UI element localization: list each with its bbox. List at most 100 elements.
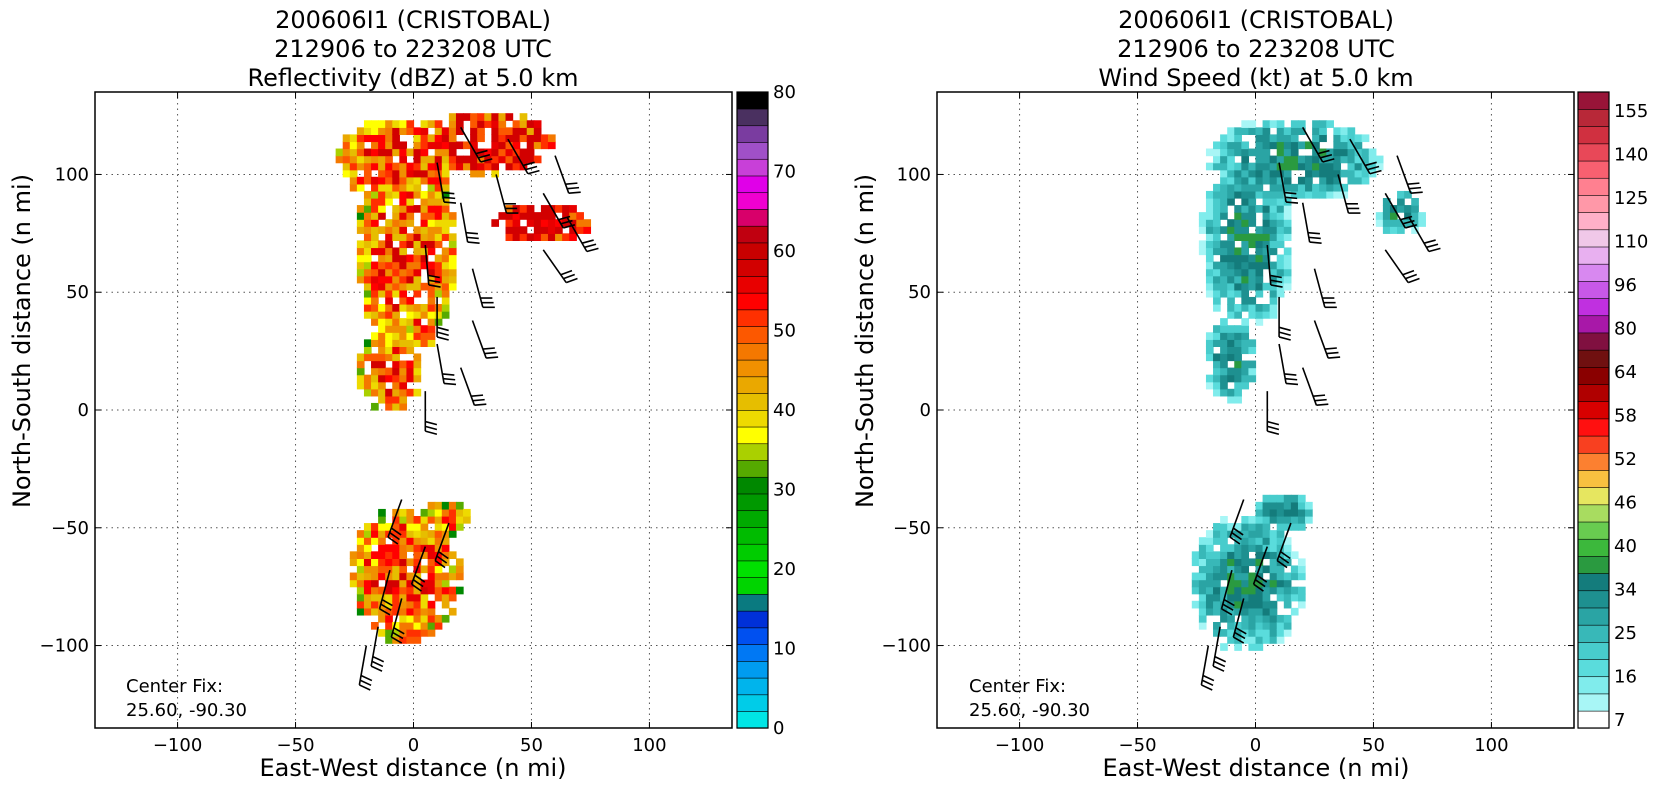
echo-cell: [1205, 600, 1214, 609]
wind-barb: [507, 138, 540, 175]
echo-cell: [1340, 169, 1349, 178]
echo-cell: [378, 516, 386, 524]
echo-cell: [1269, 607, 1278, 616]
echo-cell: [406, 148, 415, 157]
echo-cell: [1269, 537, 1278, 545]
echo-cell: [1269, 551, 1278, 559]
echo-cell: [349, 148, 358, 157]
echo-cell: [448, 212, 457, 220]
echo-cell: [399, 622, 408, 630]
echo-cell: [1269, 304, 1278, 312]
echo-cell: [392, 120, 400, 128]
colorbar-segment: [736, 292, 769, 311]
echo-cell: [1220, 332, 1228, 340]
echo-cell: [1205, 530, 1214, 538]
echo-cell: [455, 572, 464, 581]
echo-cell: [1276, 516, 1285, 524]
echo-cell: [427, 339, 436, 347]
echo-cell: [505, 155, 514, 164]
echo-cell: [1248, 212, 1257, 220]
colorbar-segment: [1577, 349, 1610, 368]
echo-cell: [371, 360, 379, 369]
echo-cell: [392, 325, 400, 333]
echo-cell: [1205, 593, 1214, 602]
echo-cell: [1248, 586, 1257, 595]
echo-cell: [1255, 148, 1264, 157]
colorbar-tick-label: 140: [1614, 145, 1648, 166]
echo-cell: [1276, 198, 1285, 206]
echo-cell: [1255, 537, 1264, 545]
echo-cell: [540, 134, 549, 143]
echo-cell: [434, 614, 443, 623]
echo-cell: [1269, 558, 1278, 567]
wind-barb: [471, 320, 499, 359]
echo-cell: [1248, 169, 1257, 178]
echo-cell: [406, 516, 415, 524]
echo-cell: [420, 629, 429, 637]
echo-cell: [1283, 544, 1292, 552]
echo-cell: [1241, 360, 1250, 369]
echo-cell: [512, 233, 521, 241]
wind-barb: [434, 522, 450, 569]
echo-cell: [491, 148, 500, 157]
echo-cell: [470, 141, 478, 150]
echo-cell: [1347, 169, 1356, 178]
echo-cell: [505, 212, 514, 220]
echo-cell: [1262, 127, 1271, 135]
colorbar-segment: [1577, 452, 1610, 471]
echo-cell: [455, 120, 464, 128]
echo-cell: [399, 607, 408, 616]
echo-cell: [1220, 544, 1228, 552]
echo-cell: [406, 367, 415, 376]
echo-cell: [1305, 190, 1313, 199]
echo-cell: [363, 212, 372, 220]
echo-cell: [385, 374, 393, 383]
colorbar-tick-label: 155: [1614, 101, 1648, 122]
echo-cell: [463, 155, 471, 164]
echo-cell: [420, 579, 429, 588]
echo-cell: [1312, 127, 1320, 135]
echo-cell: [505, 226, 514, 234]
echo-cell: [1213, 530, 1221, 538]
echo-cell: [392, 544, 400, 552]
echo-cell: [1255, 176, 1264, 185]
echo-cell: [399, 148, 408, 157]
wind-barb: [1266, 391, 1280, 436]
echo-cell: [540, 141, 549, 150]
echo-cell: [562, 212, 570, 220]
colorbar-tick-label: 64: [1614, 362, 1637, 383]
echo-cell: [378, 530, 386, 538]
echo-cell: [427, 155, 436, 164]
echo-cell: [1213, 579, 1221, 588]
echo-cell: [363, 127, 372, 135]
echo-cell: [413, 530, 422, 538]
echo-cell: [1283, 212, 1292, 220]
echo-cell: [399, 183, 408, 192]
echo-cell: [1262, 622, 1271, 630]
echo-cell: [441, 593, 450, 602]
echo-cell: [1248, 537, 1257, 545]
echo-cell: [363, 247, 372, 256]
echo-cell: [1198, 219, 1207, 227]
colorbar-segment: [736, 459, 769, 478]
echo-cell: [448, 501, 457, 510]
echo-cell: [1234, 579, 1242, 588]
echo-cell: [1276, 523, 1285, 531]
echo-cell: [385, 134, 393, 143]
echo-cell: [399, 325, 408, 333]
echo-cell: [441, 226, 450, 234]
echo-cell: [1297, 558, 1306, 567]
echo-cell: [1227, 551, 1235, 559]
echo-cell: [427, 622, 436, 630]
echo-cell: [1262, 169, 1271, 178]
echo-cell: [1213, 247, 1221, 256]
echo-cell: [512, 141, 521, 150]
echo-cell: [1347, 155, 1356, 164]
wind-barb: [378, 569, 393, 616]
echo-cell: [356, 176, 365, 185]
echo-cell: [427, 226, 436, 234]
colorbar-segment: [736, 141, 769, 160]
y-tick-label: −50: [893, 518, 931, 539]
wind-barb: [1278, 162, 1299, 204]
echo-cell: [356, 600, 365, 609]
